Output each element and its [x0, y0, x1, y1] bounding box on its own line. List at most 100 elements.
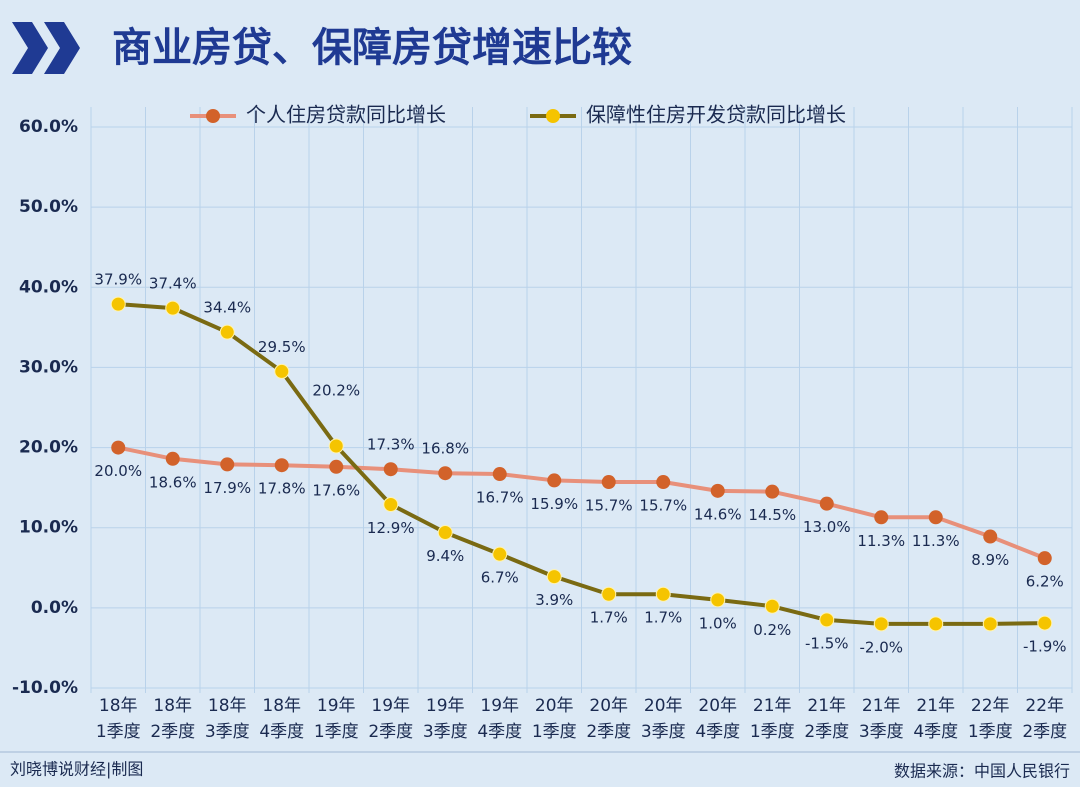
data-label: 1.0%: [699, 614, 737, 632]
point: [492, 467, 507, 482]
y-tick-label: 60.0%: [19, 117, 78, 137]
point: [274, 363, 290, 379]
point: [328, 438, 344, 454]
point: [165, 300, 181, 316]
data-label: 3.9%: [535, 591, 573, 609]
point: [1037, 551, 1052, 566]
data-label: 37.4%: [149, 275, 197, 293]
point: [383, 462, 398, 477]
x-tick-label: 4季度: [913, 722, 958, 742]
point: [765, 484, 780, 499]
x-tick-label: 18年: [262, 696, 301, 716]
data-label: 29.5%: [258, 338, 306, 356]
data-label: -2.0%: [859, 638, 903, 656]
x-tick-label: 1季度: [750, 722, 795, 742]
y-tick-label: 20.0%: [19, 438, 78, 458]
x-tick-label: 2季度: [368, 722, 413, 742]
data-label: 37.9%: [94, 271, 142, 289]
x-tick-label: 3季度: [859, 722, 904, 742]
point: [601, 475, 616, 490]
data-label: 17.8%: [258, 480, 306, 498]
data-label: 9.4%: [426, 547, 464, 565]
x-tick-label: 19年: [371, 696, 410, 716]
data-label: 14.6%: [694, 505, 742, 523]
point: [329, 459, 344, 474]
x-tick-label: 4季度: [259, 722, 304, 742]
data-label: 15.7%: [639, 497, 687, 515]
point: [873, 616, 889, 632]
point: [601, 586, 617, 602]
point: [656, 475, 671, 490]
data-label: 17.9%: [203, 479, 251, 497]
data-label: 13.0%: [803, 518, 851, 536]
source: 数据来源：中国人民银行: [894, 762, 1070, 781]
point: [547, 473, 562, 488]
x-tick-label: 18年: [99, 696, 138, 716]
x-tick-label: 3季度: [205, 722, 250, 742]
point: [492, 546, 508, 562]
point: [819, 612, 835, 628]
point: [274, 458, 289, 473]
x-tick-label: 22年: [971, 696, 1010, 716]
y-tick-label: 0.0%: [31, 598, 78, 618]
x-tick-label: 1季度: [532, 722, 577, 742]
x-tick-label: 2季度: [1022, 722, 1067, 742]
point: [111, 440, 126, 455]
x-tick-label: 21年: [916, 696, 955, 716]
point: [437, 525, 453, 541]
legend-marker: [206, 109, 220, 123]
data-label: 12.9%: [367, 519, 415, 537]
legend-marker: [546, 109, 560, 123]
x-tick-label: 22年: [1025, 696, 1064, 716]
point: [220, 457, 235, 472]
x-tick-label: 2季度: [150, 722, 195, 742]
x-tick-label: 18年: [153, 696, 192, 716]
point: [110, 296, 126, 312]
data-label: 34.4%: [203, 299, 251, 317]
point: [165, 451, 180, 466]
data-label: 14.5%: [748, 506, 796, 524]
data-label: 1.7%: [590, 609, 628, 627]
x-tick-label: 20年: [698, 696, 737, 716]
data-label: 11.3%: [857, 532, 905, 550]
series-line: [118, 302, 1045, 626]
data-label: 1.7%: [644, 609, 682, 627]
data-label: 20.0%: [94, 462, 142, 480]
x-tick-label: 20年: [644, 696, 683, 716]
x-tick-label: 19年: [426, 696, 465, 716]
point: [546, 569, 562, 585]
data-label: 15.7%: [585, 497, 633, 515]
data-label: 20.2%: [312, 381, 360, 399]
x-tick-label: 2季度: [804, 722, 849, 742]
data-label: -1.9%: [1023, 638, 1067, 656]
x-tick-label: 4季度: [477, 722, 522, 742]
title-icon: [12, 22, 80, 74]
x-tick-label: 2季度: [586, 722, 631, 742]
point: [1037, 615, 1053, 631]
y-tick-label: 50.0%: [19, 197, 78, 217]
chart-title: 商业房贷、保障房贷增速比较: [112, 25, 632, 71]
data-label: 0.2%: [753, 621, 791, 639]
y-tick-label: 30.0%: [19, 357, 78, 377]
x-tick-label: 3季度: [641, 722, 686, 742]
y-tick-label: 10.0%: [19, 518, 78, 538]
x-tick-label: 1季度: [968, 722, 1013, 742]
x-tick-label: 3季度: [423, 722, 468, 742]
data-label: 17.6%: [312, 481, 360, 499]
point: [819, 496, 834, 511]
series-line: [117, 445, 1046, 561]
x-tick-label: 18年: [208, 696, 247, 716]
credit: 刘晓博说财经|制图: [10, 760, 143, 779]
point: [764, 598, 780, 614]
point: [383, 496, 399, 512]
x-tick-label: 1季度: [314, 722, 359, 742]
point: [928, 616, 944, 632]
data-label: 17.3%: [367, 436, 415, 454]
point: [874, 510, 889, 525]
data-label: 8.9%: [971, 551, 1009, 569]
data-label: 15.9%: [530, 495, 578, 513]
data-label: 6.2%: [1026, 573, 1064, 591]
point: [710, 483, 725, 498]
